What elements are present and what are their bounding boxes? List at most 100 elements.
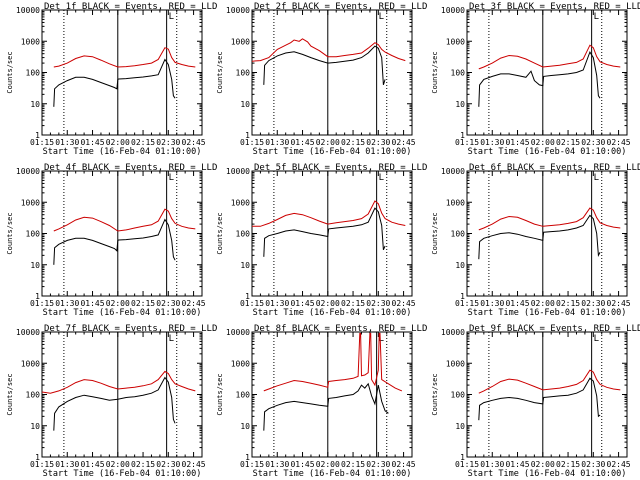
x-tick-label: 01:30 [265,138,289,147]
x-axis-label: Start Time (16-Feb-04 01:10:00) [43,469,202,479]
x-axis-label: Start Time (16-Feb-04 01:10:00) [253,147,412,157]
x-tick-label: 02:15 [341,460,365,469]
x-tick-label: 01:45 [505,138,529,147]
plot-frame [466,170,628,297]
plot-frame [41,331,203,458]
y-tick-label: 1000 [231,198,250,207]
x-tick-label: 01:30 [265,299,289,308]
series-lld-line [41,370,196,394]
y-axis-label: Counts/sec [6,373,14,415]
y-tick-label: 10000 [16,328,40,337]
x-tick-label: 02:30 [366,299,390,308]
series-lld-line [263,332,403,392]
y-tick-label: 1000 [446,37,465,46]
x-tick-label: 02:30 [156,138,180,147]
y-tick-label: 100 [236,391,251,400]
y-tick-label: 10 [455,100,465,109]
y-tick-label: 1 [35,292,40,301]
y-tick-label: 10000 [226,6,250,15]
marker-label: L [169,173,174,183]
x-tick-label: 01:30 [55,299,79,308]
y-tick-label: 1 [35,131,40,140]
x-tick-label: 02:45 [392,138,416,147]
y-tick-label: 10 [30,261,40,270]
x-tick-label: 02:45 [607,299,631,308]
x-tick-label: 01:30 [55,460,79,469]
marker-label: L [169,334,174,344]
plot-frame [466,331,628,458]
plot-frame [41,9,203,136]
x-tick-label: 01:30 [480,299,504,308]
x-tick-label: 02:15 [131,138,155,147]
x-tick-label: 02:00 [106,299,130,308]
y-tick-label: 10 [30,100,40,109]
y-tick-label: 1 [35,453,40,462]
marker-label: L [594,334,599,344]
series-lld-line [478,207,621,231]
y-tick-label: 1000 [231,37,250,46]
y-tick-label: 1 [460,292,465,301]
series-events-line [53,58,176,107]
series-events-line [53,376,176,431]
x-tick-label: 01:30 [480,460,504,469]
marker-label: L [379,334,384,344]
plot-frame [466,9,628,136]
y-tick-label: 10000 [441,167,465,176]
x-tick-label: 01:45 [80,299,104,308]
y-tick-label: 1 [245,292,250,301]
series-lld-line [478,44,621,70]
x-tick-label: 02:15 [131,299,155,308]
marker-label: L [379,173,384,183]
x-axis-label: Start Time (16-Feb-04 01:10:00) [43,308,202,318]
y-axis-label: Counts/sec [216,212,224,254]
y-axis-label: Counts/sec [216,51,224,93]
y-tick-label: 1000 [231,359,250,368]
x-tick-label: 02:00 [531,299,555,308]
x-tick-label: 02:00 [106,460,130,469]
plot-frame [251,9,413,136]
y-tick-label: 10000 [16,6,40,15]
x-tick-label: 01:45 [80,460,104,469]
x-tick-label: 02:45 [182,138,206,147]
x-tick-label: 02:15 [556,299,580,308]
panel-2: Det 2f BLACK = Events, RED = LLD 1 10 100 10… [216,2,427,157]
y-tick-label: 10 [455,261,465,270]
x-tick-label: 01:30 [265,460,289,469]
y-tick-label: 1 [460,453,465,462]
y-tick-label: 10000 [226,167,250,176]
marker-label: L [169,12,174,22]
x-tick-label: 01:30 [55,138,79,147]
x-tick-label: 02:45 [392,299,416,308]
series-lld-line [478,369,621,394]
series-lld-line [53,208,196,232]
y-axis-label: Counts/sec [431,373,439,415]
y-axis-label: Counts/sec [6,51,14,93]
y-tick-label: 1000 [446,198,465,207]
y-tick-label: 100 [26,391,41,400]
y-tick-label: 1 [245,131,250,140]
plot-frame [41,170,203,297]
x-tick-label: 02:15 [556,460,580,469]
x-tick-label: 02:30 [581,299,605,308]
series-events-line [263,45,386,86]
y-axis-label: Counts/sec [216,373,224,415]
x-tick-label: 02:45 [607,460,631,469]
panel-title: Det 9f BLACK = Events, RED = LLD [469,324,640,334]
x-tick-label: 02:45 [182,460,206,469]
y-tick-label: 10000 [226,328,250,337]
x-tick-label: 02:45 [392,460,416,469]
series-events-line [478,214,601,260]
panel-4: Det 4f BLACK = Events, RED = LLD 1 10 100 10… [6,163,217,318]
marker-label: L [379,12,384,22]
x-tick-label: 01:45 [505,299,529,308]
y-tick-label: 100 [26,69,41,78]
panel-title: Det 3f BLACK = Events, RED = LLD [469,2,640,12]
y-tick-label: 100 [236,230,251,239]
x-tick-label: 01:15 [30,299,54,308]
panel-8: Det 8f BLACK = Events, RED = LLD 1 10 100 10… [216,324,427,479]
y-tick-label: 10 [30,422,40,431]
series-events-line [263,382,389,431]
x-tick-label: 02:15 [556,138,580,147]
y-axis-label: Counts/sec [431,212,439,254]
